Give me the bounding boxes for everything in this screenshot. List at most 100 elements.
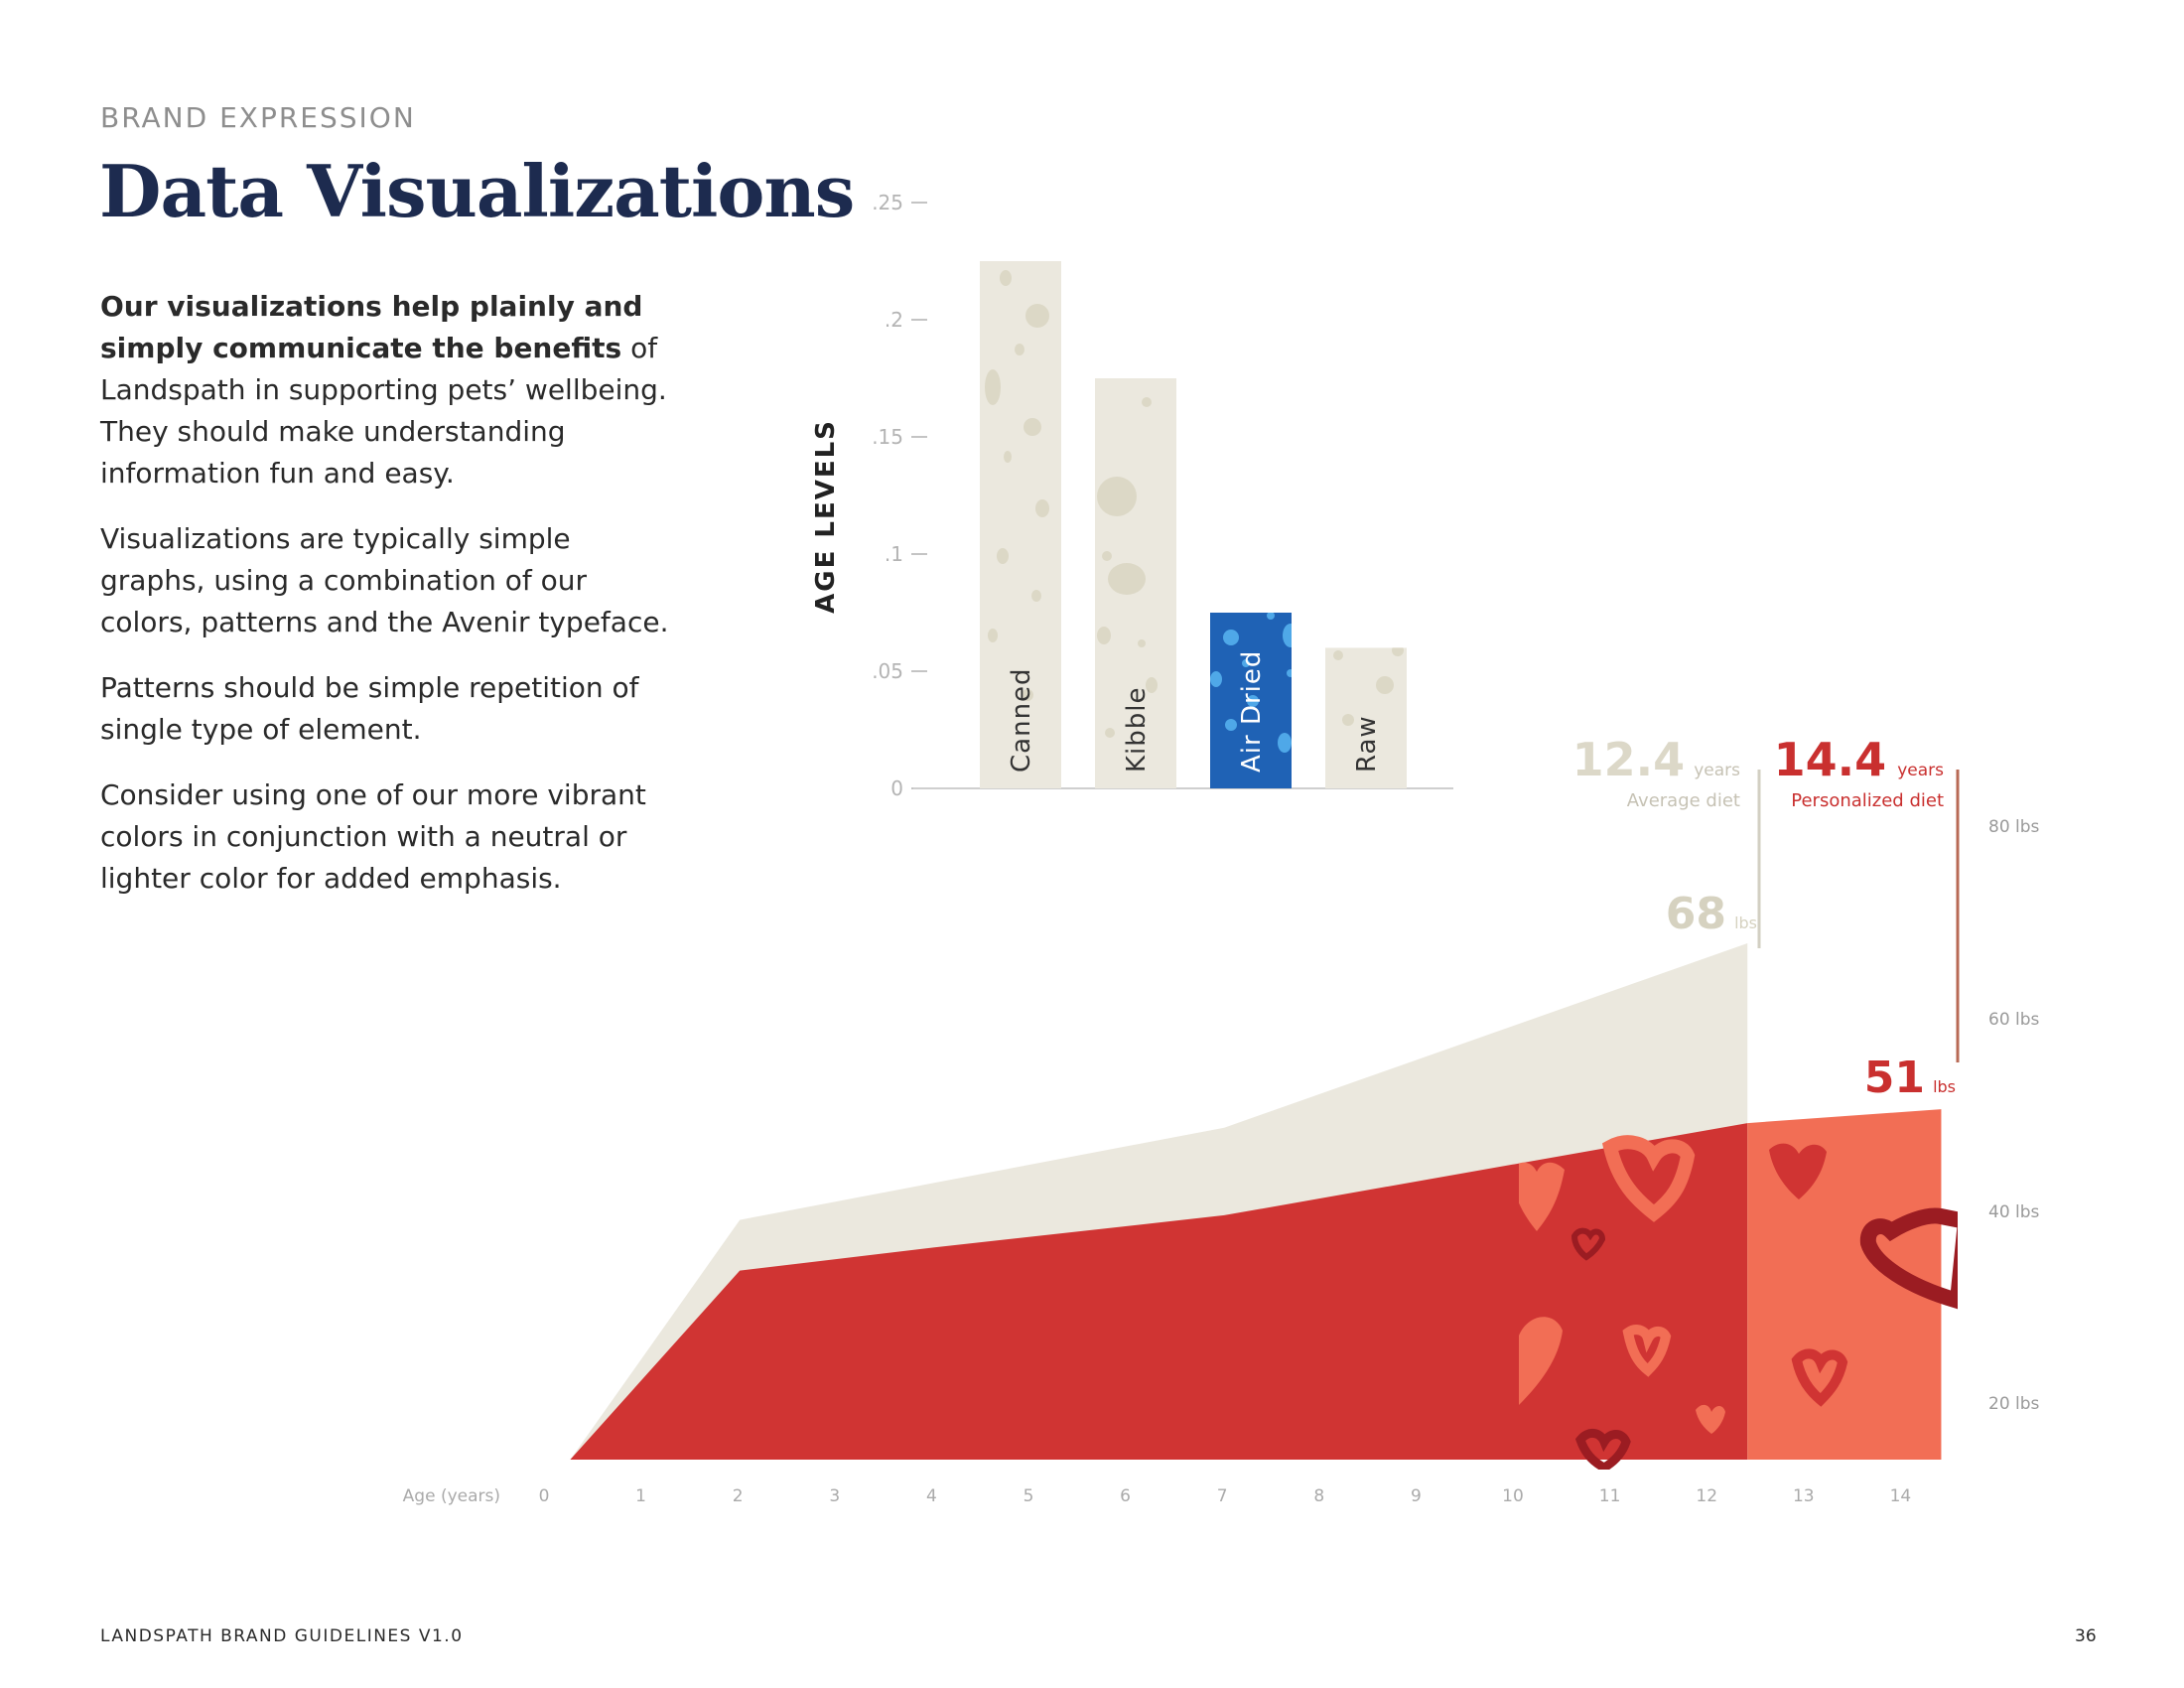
bar-speckle [1138, 639, 1146, 647]
heart-pattern [1519, 1135, 1958, 1470]
bar-chart-y-axis-label: AGE LEVELS [811, 419, 841, 614]
age-tick-label: 6 [1120, 1486, 1131, 1506]
bar-pattern [1210, 613, 1292, 753]
heart-icon [1602, 1135, 1696, 1222]
age-tick-label: 3 [829, 1486, 840, 1506]
bar-rect [1095, 378, 1176, 788]
average-diet-weight-label: 68 lbs [1666, 889, 1757, 939]
personalized-diet-weight-label: 51 lbs [1864, 1053, 1956, 1103]
bar-speckle [1015, 344, 1024, 355]
bar-speckle [1108, 563, 1146, 595]
average-diet-years-value: 12.4 [1572, 733, 1686, 786]
weight-tick-label: 60 lbs [1988, 1010, 2040, 1030]
age-tick-label: 12 [1696, 1486, 1717, 1506]
personalized-diet-weight-value: 51 [1864, 1053, 1925, 1103]
bar-chart-y-tick-label: .25 [872, 191, 903, 214]
bar-speckle [1287, 669, 1292, 677]
bar-speckle [1096, 299, 1112, 317]
bar-speckle [1267, 613, 1275, 620]
heart-pattern-extension [1769, 1143, 1958, 1407]
heart-icon [1622, 1325, 1672, 1377]
bar-speckle [1392, 647, 1404, 656]
average-diet-years-unit: years [1694, 761, 1740, 780]
bar-canned: Canned [980, 261, 1061, 788]
age-tick-label: 13 [1793, 1486, 1815, 1506]
bar-speckle [1225, 719, 1237, 731]
age-tick-label: 7 [1217, 1486, 1228, 1506]
age-tick-label: 8 [1313, 1486, 1324, 1506]
bar-speckle [1000, 270, 1012, 286]
weight-y-axis: 80 lbs 60 lbs 40 lbs 20 lbs [1988, 817, 2040, 1414]
bar-speckle [1283, 624, 1292, 647]
bar-speckle [1004, 451, 1012, 463]
bar-speckle [1242, 659, 1250, 667]
bar-speckle [1342, 714, 1354, 726]
bar-speckle [988, 629, 998, 642]
bar-speckle [1247, 695, 1259, 707]
bar-speckle [1031, 590, 1041, 602]
bar-speckle [1025, 304, 1049, 328]
age-tick-label: 14 [1890, 1486, 1912, 1506]
bar-category-label: Raw [1352, 715, 1382, 773]
average-diet-area [570, 943, 1748, 1460]
section-eyebrow: BRAND EXPRESSION [100, 101, 416, 134]
bar-speckle [1278, 733, 1292, 753]
paragraph-colors: Consider using one of our more vibrant c… [100, 778, 646, 895]
age-tick-label: 5 [1024, 1486, 1034, 1506]
page-title: Data Visualizations [99, 149, 855, 233]
average-diet-weight-unit: lbs [1734, 914, 1757, 932]
paragraph-graphs: Visualizations are typically simple grap… [100, 522, 669, 638]
bar-raw: Raw [1325, 647, 1407, 788]
bar-speckle [1142, 397, 1152, 407]
bar-speckle [985, 369, 1001, 405]
bar-chart-y-axis: .25 .2 .15 .1 .05 0 [872, 191, 927, 800]
average-diet-caption: Average diet [1627, 790, 1740, 811]
bar-speckle [1105, 728, 1115, 738]
age-tick-label: 1 [635, 1486, 646, 1506]
paragraph-patterns: Patterns should be simple repetition of … [100, 671, 639, 746]
personalized-diet-weight-unit: lbs [1933, 1077, 1956, 1096]
bar-speckle [1333, 650, 1343, 660]
bar-rect [1210, 613, 1292, 788]
personalized-diet-area [570, 1123, 1748, 1460]
age-tick-label: 11 [1599, 1486, 1621, 1506]
footer-page-number: 36 [2075, 1626, 2097, 1646]
age-tick-label: 10 [1502, 1486, 1524, 1506]
age-tick-label: 9 [1411, 1486, 1422, 1506]
bar-category-label: Kibble [1122, 686, 1152, 773]
bar-rect [980, 261, 1061, 788]
paragraph-intro: Our visualizations help plainly and simp… [100, 286, 676, 494]
heart-icon [1791, 1348, 1848, 1407]
bar-chart: .25 .2 .15 .1 .05 0 AGE LEVELS Canned Kibble Ai… [811, 191, 1453, 800]
heart-pattern-main [1519, 1135, 1725, 1470]
bar-pattern [1333, 647, 1404, 726]
bar-speckle [1022, 689, 1033, 701]
bar-speckle [1035, 499, 1049, 517]
heart-icon [1696, 1404, 1725, 1434]
personalized-diet-caption: Personalized diet [1791, 790, 1944, 811]
intro-text: of Landspath in supporting pets’ wellbei… [100, 332, 667, 490]
age-x-axis: 0 1 2 3 4 5 6 7 8 9 10 11 12 13 14 [539, 1486, 1912, 1506]
personalized-diet-years-label: 14.4 years [1774, 733, 1945, 786]
heart-icon [1769, 1143, 1827, 1199]
average-diet-years-label: 12.4 years [1572, 733, 1741, 786]
bar-speckle [1097, 477, 1137, 516]
bar-speckle [1210, 671, 1222, 687]
bar-kibble: Kibble [1095, 299, 1176, 788]
personalized-diet-years-unit: years [1897, 761, 1944, 780]
bar-pattern [985, 270, 1049, 701]
bar-chart-y-tick-label: 0 [890, 776, 903, 800]
heart-icon [1570, 1227, 1606, 1261]
bar-speckle [1146, 677, 1158, 693]
age-tick-label: 4 [926, 1486, 937, 1506]
personalized-extension-area [1747, 1109, 1942, 1460]
body-copy: Our visualizations help plainly and simp… [100, 286, 676, 923]
age-axis-label: Age (years) [403, 1486, 500, 1506]
bar-speckle [1024, 418, 1041, 436]
intro-bold-text: Our visualizations help plainly and simp… [100, 290, 643, 364]
average-diet-weight-value: 68 [1666, 889, 1726, 939]
heart-icon [1519, 1317, 1563, 1405]
heart-icon [1859, 1207, 1958, 1310]
bar-speckle [997, 548, 1009, 564]
bar-chart-bars: Canned Kibble Air Dried Raw [980, 261, 1407, 788]
